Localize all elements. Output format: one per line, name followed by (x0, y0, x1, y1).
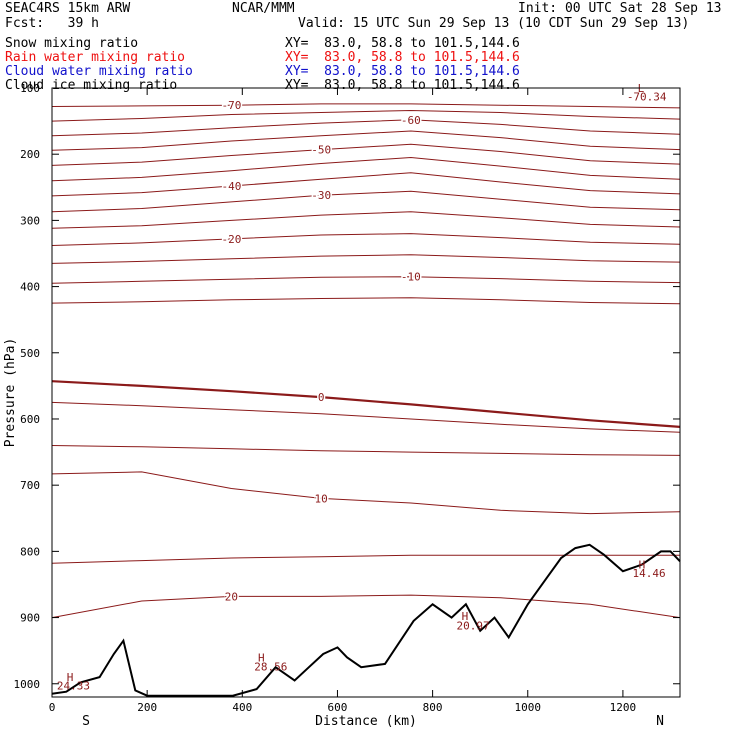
isotherm-line (51, 401, 681, 433)
x-tick-label: 0 (49, 701, 56, 714)
field-label-rain: Rain water mixing ratio (5, 50, 186, 65)
isotherm-label: 10 (315, 492, 328, 505)
north-label: N (656, 714, 664, 729)
y-tick-label: 700 (20, 479, 40, 492)
extremum-label: H (67, 671, 74, 684)
isotherm-line (51, 554, 680, 564)
x-tick-label: 600 (328, 701, 348, 714)
y-tick-label: 1000 (14, 678, 41, 691)
extremum-label: H (258, 651, 265, 664)
y-tick-label: 900 (20, 612, 40, 625)
isotherm-line (51, 445, 681, 456)
y-tick-label: 300 (20, 214, 40, 227)
extremum-label: 28.56 (254, 661, 287, 674)
x-tick-label: 400 (232, 701, 252, 714)
terrain (51, 543, 681, 697)
field-xy-snow: XY= 83.0, 58.8 to 101.5,144.6 (285, 36, 520, 51)
x-tick-label: 1200 (610, 701, 637, 714)
model-title: SEAC4RS 15km ARW (5, 1, 131, 16)
extremum-label: 24.33 (57, 680, 90, 693)
isotherm-line (51, 172, 681, 197)
isotherm-label: -70 (221, 99, 241, 112)
isotherm-line (51, 119, 681, 137)
y-tick-label: 200 (20, 148, 40, 161)
isotherm-label: -50 (311, 144, 331, 157)
isotherm-label: -30 (311, 189, 331, 202)
isotherm-label: -10 (401, 271, 421, 284)
valid-time: Valid: 15 UTC Sun 29 Sep 13 (10 CDT Sun … (298, 16, 690, 31)
x-axis-label: Distance (km) (315, 714, 417, 729)
isotherm-line (51, 156, 681, 182)
extremum-label: H (639, 559, 646, 572)
extremum-label: 14.46 (633, 567, 666, 580)
isotherm-line (51, 254, 681, 264)
y-tick-label: 100 (20, 82, 40, 95)
isotherm-label: -60 (401, 114, 421, 127)
field-xy-rain: XY= 83.0, 58.8 to 101.5,144.6 (285, 50, 520, 65)
isotherm-line (51, 276, 681, 284)
isotherm-line (51, 130, 681, 151)
isotherm-line (51, 233, 681, 246)
isotherm-line (51, 471, 681, 515)
field-xy-cloud-water: XY= 83.0, 58.8 to 101.5,144.6 (285, 64, 520, 79)
field-label-snow: Snow mixing ratio (5, 36, 139, 51)
isotherm-line (51, 143, 681, 166)
isotherm-line (51, 297, 681, 305)
isotherm-line (51, 211, 681, 229)
isotherm-line (51, 380, 681, 428)
field-label-cloud-water: Cloud water mixing ratio (5, 64, 193, 79)
isotherm-label: -20 (221, 233, 241, 246)
center-title: NCAR/MMM (232, 1, 295, 16)
x-tick-label: 200 (137, 701, 157, 714)
isotherm-line (51, 594, 681, 619)
isotherm-line (51, 109, 681, 122)
field-xy-cloud-ice: XY= 83.0, 58.8 to 101.5,144.6 (285, 78, 520, 93)
axes: 0 200 400 600 800 1000 12001002003004005006007… (14, 82, 680, 714)
isotherm-contours: -70 -60 -50 -40 -30 -20 -10 0 10 20 (51, 98, 681, 619)
y-tick-label: 800 (20, 545, 40, 558)
extremum-label: 20.97 (456, 620, 489, 633)
isotherm-label: -40 (221, 180, 241, 193)
isotherm-label: 20 (225, 590, 238, 603)
x-tick-label: 800 (423, 701, 443, 714)
plot-frame (51, 87, 681, 698)
y-tick-label: 500 (20, 347, 40, 360)
terrain-line (51, 543, 681, 697)
isotherm-label: 0 (318, 391, 325, 404)
isotherm-line (51, 103, 681, 109)
isotherm-line (51, 190, 681, 213)
y-tick-label: 400 (20, 281, 40, 294)
extremum-label: H (462, 610, 469, 623)
south-label: S (82, 714, 90, 729)
field-label-cloud-ice: Cloud ice mixing ratio (5, 78, 178, 93)
y-axis-label: Pressure (hPa) (3, 338, 18, 448)
init-time: Init: 00 UTC Sat 28 Sep 13 (518, 1, 722, 16)
y-tick-label: 600 (20, 413, 40, 426)
x-tick-label: 1000 (515, 701, 542, 714)
extremum-label: -70.34 (627, 91, 667, 104)
forecast-hour: Fcst: 39 h (5, 16, 99, 31)
